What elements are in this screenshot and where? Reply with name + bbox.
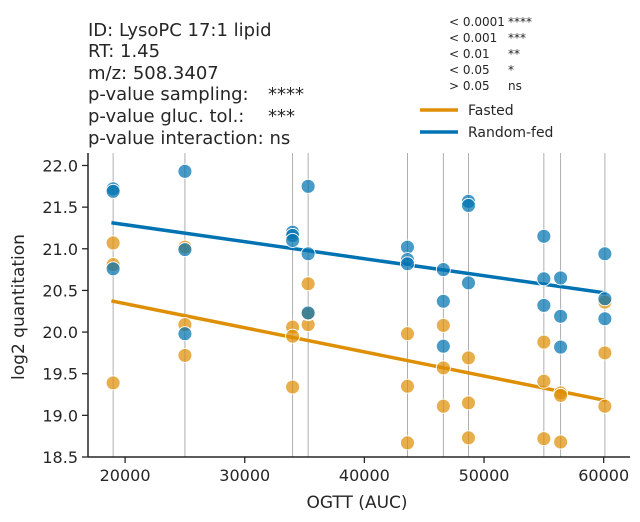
- data-point-random-fed: [177, 163, 193, 179]
- data-point-fasted: [461, 350, 476, 366]
- info-p-interaction: p-value interaction: ns: [88, 128, 290, 149]
- y-tick-label: 19.0: [42, 406, 78, 425]
- pvalue-symbol: **: [508, 47, 520, 61]
- pvalue-symbol: *: [508, 63, 514, 77]
- info-p-sampling-label: p-value sampling:: [88, 84, 249, 105]
- data-point-fasted: [536, 334, 552, 350]
- data-point-random-fed: [177, 326, 193, 342]
- grid-lines: [112, 153, 606, 457]
- pvalue-threshold: > 0.05: [449, 79, 490, 93]
- y-tick-label: 21.0: [42, 240, 78, 259]
- legend-label-random-fed: Random-fed: [468, 125, 553, 141]
- data-point-fasted: [435, 317, 451, 333]
- pvalue-threshold: < 0.01: [449, 47, 490, 61]
- data-point-fasted: [105, 375, 121, 391]
- legend-label-fasted: Fasted: [468, 103, 514, 119]
- data-point-random-fed: [536, 271, 552, 287]
- data-point-fasted: [285, 328, 301, 344]
- data-point-fasted: [597, 398, 613, 414]
- data-point-random-fed: [105, 183, 121, 199]
- data-point-random-fed: [597, 246, 613, 262]
- y-tick-label: 19.5: [42, 365, 78, 384]
- data-point-fasted: [300, 276, 316, 292]
- data-point-random-fed: [536, 228, 552, 244]
- pvalue-threshold: < 0.001: [449, 31, 497, 45]
- x-axis-label: OGTT (AUC): [306, 493, 407, 513]
- data-point-fasted: [435, 360, 451, 376]
- p-value-legend: < 0.0001 **** < 0.001 *** < 0.01 ** < 0.05 * > 0…: [449, 15, 532, 93]
- info-p-gluc-label: p-value gluc. tol.:: [88, 106, 244, 127]
- data-point-random-fed: [435, 293, 451, 309]
- data-point-random-fed: [553, 270, 569, 286]
- y-tick-label: 21.5: [42, 198, 78, 217]
- data-point-fasted: [553, 387, 569, 403]
- series-legend: Fasted Random-fed: [420, 103, 553, 141]
- data-point-random-fed: [553, 308, 569, 324]
- regression-lines: [111, 220, 607, 403]
- info-p-sampling-value: ****: [268, 84, 304, 105]
- regression-line-random-fed: [111, 220, 607, 295]
- data-point-random-fed: [597, 291, 613, 307]
- y-tick-label: 20.0: [42, 323, 78, 342]
- info-mz: m/z: 508.3407: [88, 63, 219, 84]
- data-point-random-fed: [285, 233, 301, 248]
- data-point-random-fed: [461, 275, 476, 291]
- y-tick-label: 18.5: [42, 448, 78, 467]
- info-rt: RT: 1.45: [88, 41, 160, 62]
- axes: 20000 30000 40000 50000 60000 18.5 19.0 19.5 20.…: [42, 153, 630, 485]
- x-tick-label: 20000: [100, 466, 151, 485]
- data-point-random-fed: [300, 246, 316, 262]
- data-point-fasted: [400, 378, 415, 394]
- data-point-fasted: [177, 347, 193, 363]
- data-point-random-fed: [177, 242, 193, 258]
- data-point-fasted: [461, 430, 476, 446]
- data-point-fasted: [400, 326, 415, 342]
- data-points: [105, 163, 613, 451]
- regression-line-fasted: [111, 299, 607, 403]
- x-tick-label: 60000: [578, 466, 629, 485]
- x-tick-label: 30000: [219, 466, 270, 485]
- pvalue-threshold: < 0.05: [449, 63, 490, 77]
- data-point-fasted: [435, 398, 451, 414]
- pvalue-symbol: ****: [508, 15, 532, 29]
- data-point-fasted: [285, 379, 301, 395]
- data-point-fasted: [536, 431, 552, 447]
- data-point-fasted: [105, 235, 121, 251]
- y-tick-label: 22.0: [42, 156, 78, 175]
- data-point-random-fed: [461, 198, 476, 213]
- data-point-fasted: [536, 373, 552, 389]
- data-point-fasted: [553, 434, 569, 450]
- data-point-random-fed: [536, 297, 552, 313]
- data-point-random-fed: [400, 256, 415, 272]
- data-point-random-fed: [105, 261, 121, 277]
- info-id: ID: LysoPC 17:1 lipid: [88, 20, 272, 41]
- info-p-gluc-value: ***: [268, 106, 295, 127]
- data-point-fasted: [461, 395, 476, 411]
- data-point-random-fed: [300, 305, 316, 321]
- data-point-random-fed: [435, 262, 451, 278]
- data-point-random-fed: [435, 338, 451, 354]
- data-point-fasted: [400, 435, 415, 451]
- info-block: ID: LysoPC 17:1 lipid RT: 1.45 m/z: 508.…: [88, 20, 304, 149]
- pvalue-threshold: < 0.0001: [449, 15, 505, 29]
- data-point-fasted: [597, 345, 613, 361]
- y-tick-label: 20.5: [42, 281, 78, 300]
- x-tick-label: 40000: [339, 466, 390, 485]
- data-point-random-fed: [400, 239, 415, 255]
- data-point-random-fed: [553, 339, 569, 355]
- data-point-random-fed: [300, 178, 316, 194]
- pvalue-symbol: ***: [508, 31, 526, 45]
- pvalue-symbol: ns: [508, 79, 522, 93]
- x-tick-label: 50000: [459, 466, 510, 485]
- data-point-random-fed: [597, 311, 613, 327]
- y-axis-label: log2 quantitation: [9, 234, 29, 380]
